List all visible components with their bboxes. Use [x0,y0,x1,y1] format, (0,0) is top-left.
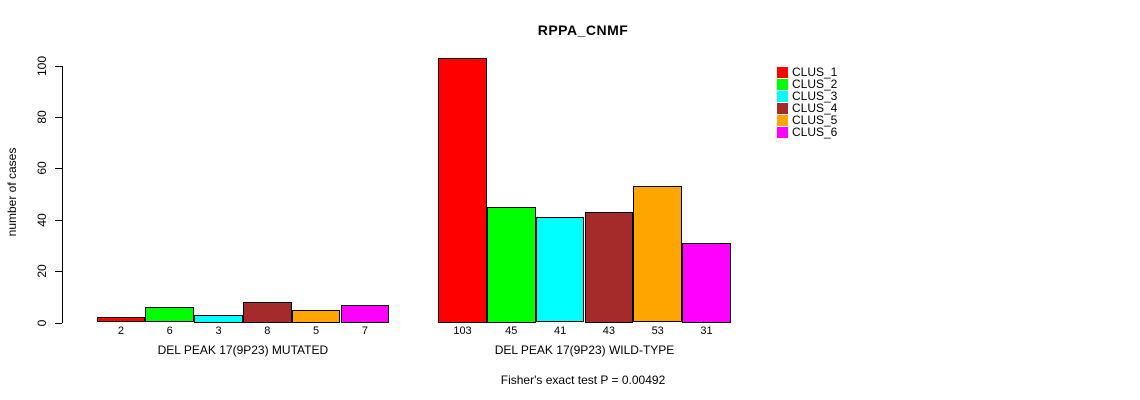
bar-clus_5-group1 [291,310,341,323]
bar-value-label: 31 [700,325,713,337]
y-tick-mark [55,66,62,67]
chart-title: RPPA_CNMF [537,22,629,38]
y-tick-mark [55,117,62,118]
y-tick-label: 60 [35,161,49,175]
legend-swatch-icon [777,66,788,78]
legend-swatch-icon [777,126,788,138]
bar-value-label: 103 [453,325,472,337]
group-label-wild-type: DEL PEAK 17(9P23) WILD-TYPE [494,343,675,357]
bar-clus_1-group1 [96,317,146,322]
bar-value-label: 5 [313,325,320,337]
bar-value-label: 43 [602,325,616,337]
bar-clus_2-group1 [145,307,195,322]
bar-value-label: 41 [553,325,567,337]
y-tick-mark [55,168,62,169]
bar-value-label: 53 [651,325,664,337]
legend-row-clus_2: CLUS_2 [777,78,837,90]
legend-swatch-icon [777,90,788,102]
legend-label: CLUS_1 [792,65,838,79]
legend-row-clus_1: CLUS_1 [777,66,837,78]
legend-label: CLUS_6 [792,125,838,139]
bar-value-label: 3 [215,325,222,337]
bar-value-label: 6 [166,325,173,337]
bar-clus_6-group2 [682,243,731,323]
legend-swatch-icon [777,114,788,126]
legend-label: CLUS_5 [792,113,838,127]
y-tick-label: 0 [35,319,49,327]
y-tick-label: 100 [35,55,49,77]
bar-clus_1-group2 [438,58,487,323]
y-tick-label: 80 [35,110,49,124]
bar-clus_6-group1 [340,305,390,323]
y-tick-mark [55,220,62,221]
y-tick-label: 20 [35,264,49,278]
bar-clus_3-group1 [194,315,243,323]
bar-clus_2-group2 [486,207,536,323]
y-tick-label: 40 [35,213,49,227]
y-tick-mark [55,271,62,272]
legend-swatch-icon [777,102,788,114]
bar-value-label: 8 [264,325,271,337]
fisher-test-annotation: Fisher's exact test P = 0.00492 [500,373,666,387]
legend-swatch-icon [777,78,788,90]
group-label-mutated: DEL PEAK 17(9P23) MUTATED [157,343,329,357]
y-axis-line [62,66,63,323]
legend: CLUS_1 CLUS_2 CLUS_3 CLUS_4 CLUS_5 CLUS_6 [777,66,837,138]
bar-clus_4-group2 [584,212,634,323]
y-tick-mark [55,323,62,324]
bar-clus_3-group2 [535,217,585,322]
legend-label: CLUS_4 [792,101,838,115]
bar-value-label: 7 [361,325,368,337]
bar-value-label: 45 [505,325,518,337]
bar-value-label: 2 [117,325,124,337]
y-axis-label: number of cases [5,147,19,237]
legend-row-clus_5: CLUS_5 [777,114,837,126]
legend-row-clus_6: CLUS_6 [777,126,837,138]
bar-clus_5-group2 [633,186,683,322]
legend-label: CLUS_2 [792,77,838,91]
legend-row-clus_4: CLUS_4 [777,102,837,114]
legend-label: CLUS_3 [792,89,838,103]
bar-clus_4-group1 [242,302,292,323]
legend-row-clus_3: CLUS_3 [777,90,837,102]
